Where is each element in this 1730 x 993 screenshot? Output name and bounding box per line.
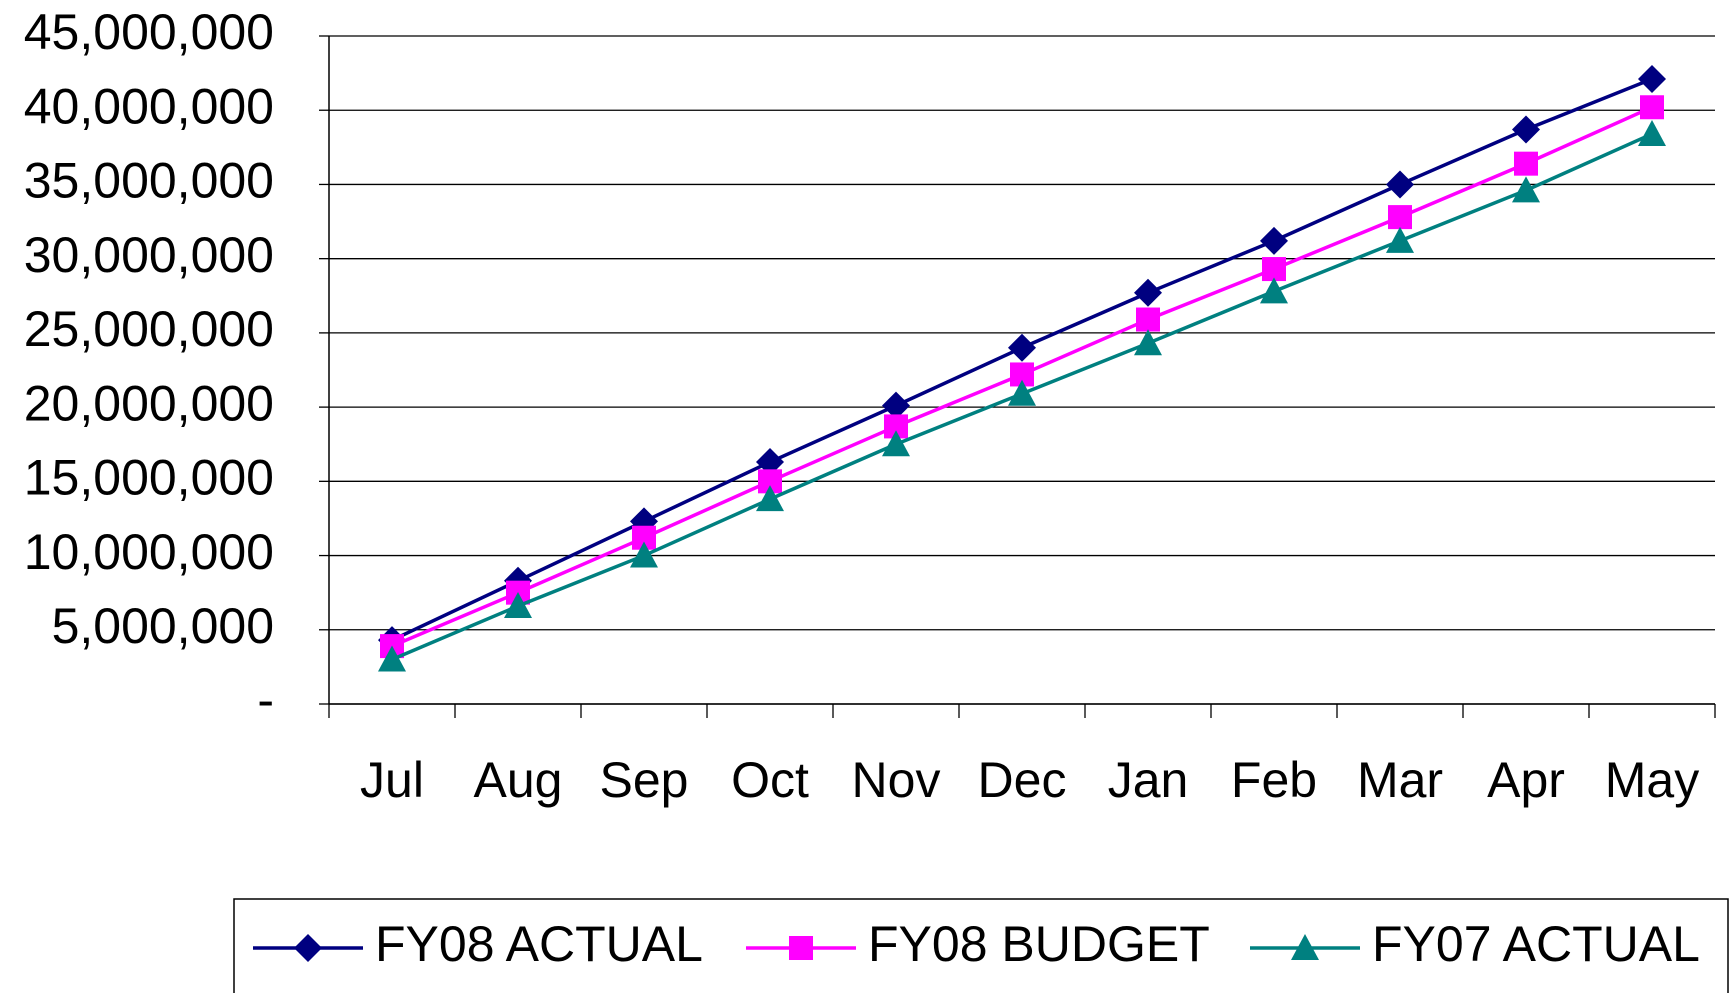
data-point [1386,226,1414,253]
y-tick-label: 10,000,000 [24,524,274,580]
data-point [1514,151,1538,176]
data-point [882,430,910,457]
y-tick-label: - [257,672,274,728]
data-point [1638,65,1666,94]
legend-marker [1291,934,1319,960]
data-point [1260,277,1288,304]
x-tick-label: Nov [852,752,941,808]
legend-label: FY08 BUDGET [868,916,1210,972]
data-point [378,645,406,672]
data-point [756,448,784,477]
data-point [1260,226,1288,255]
data-point [1008,333,1036,362]
x-tick-label: Jul [360,752,424,808]
data-point [1134,278,1162,307]
y-tick-label: 40,000,000 [24,78,274,134]
x-tick-label: Sep [600,752,689,808]
y-tick-label: 5,000,000 [52,598,274,654]
data-point [1134,329,1162,356]
legend-label: FY08 ACTUAL [375,916,703,972]
data-point [1386,170,1414,199]
x-tick-label: Jan [1108,752,1189,808]
data-point [1512,176,1540,203]
x-tick-label: Mar [1357,752,1443,808]
data-point [882,391,910,420]
x-tick-label: Aug [474,752,563,808]
legend-marker [789,936,813,960]
data-point [1262,257,1286,282]
legend-box [233,898,1729,993]
y-tick-label: 45,000,000 [24,4,274,60]
data-point [504,592,532,619]
x-tick-label: Dec [978,752,1067,808]
legend-label: FY07 ACTUAL [1372,916,1700,972]
data-point [630,541,658,568]
data-point [1640,95,1664,120]
y-tick-label: 15,000,000 [24,450,274,506]
y-tick-label: 25,000,000 [24,301,274,357]
y-tick-label: 35,000,000 [24,153,274,209]
data-point [1512,115,1540,144]
x-tick-label: May [1605,752,1699,808]
data-point [756,485,784,512]
y-tick-label: 30,000,000 [24,227,274,283]
legend: FY08 ACTUAL FY08 BUDGET FY07 ACTUAL [233,898,1729,993]
data-point [1008,379,1036,406]
data-point [1136,307,1160,332]
data-point [1638,119,1666,146]
x-tick-label: Feb [1231,752,1317,808]
x-tick-label: Apr [1487,752,1565,808]
data-point [1388,205,1412,230]
y-tick-label: 20,000,000 [24,375,274,431]
legend-marker [294,934,322,962]
x-tick-label: Oct [731,752,809,808]
